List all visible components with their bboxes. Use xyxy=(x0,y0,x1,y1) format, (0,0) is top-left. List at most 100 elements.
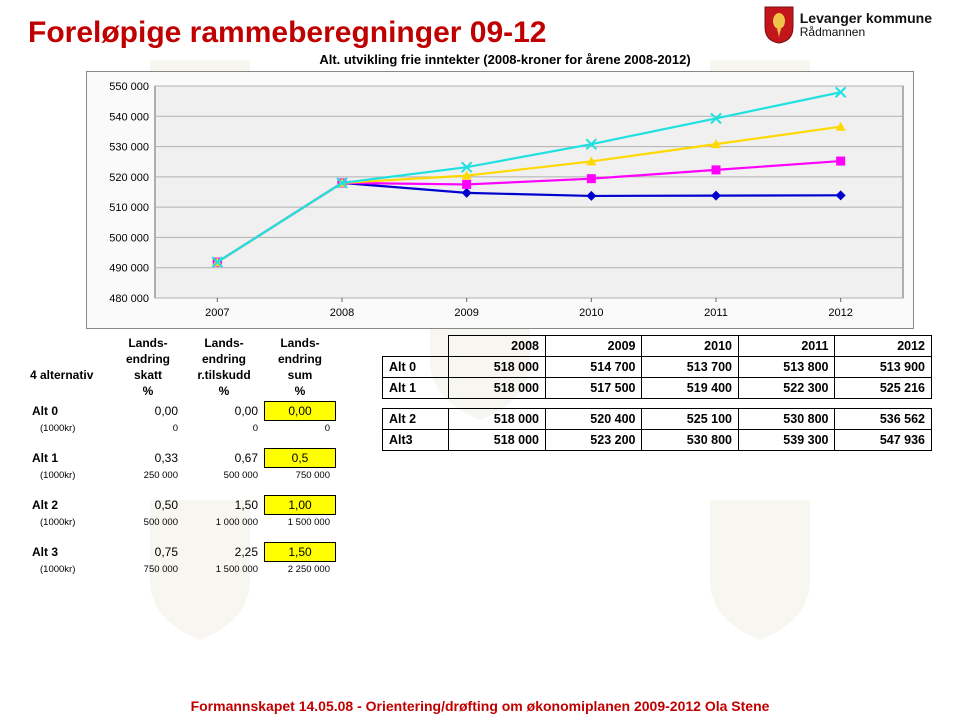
lt-h0: 4 alternativ xyxy=(28,367,112,383)
chart-subtitle: Alt. utvikling frie inntekter (2008-kron… xyxy=(78,52,932,67)
lt-cell: 0,00 xyxy=(184,402,264,420)
rt-cell: 518 000 xyxy=(449,430,546,451)
lt-sub-cell: 1 500 000 xyxy=(184,562,264,577)
lt-cell: 0,33 xyxy=(112,449,184,467)
rt-header: 2009 xyxy=(545,336,642,357)
lt-sum-box: 0,5 xyxy=(264,448,336,468)
rt-cell: 517 500 xyxy=(545,378,642,399)
svg-text:2008: 2008 xyxy=(330,307,354,319)
lt-sub-row: (1000kr)250 000500 000750 000 xyxy=(28,468,368,483)
rt-header: 2008 xyxy=(449,336,546,357)
lt-main-row: Alt 20,501,501,00 xyxy=(28,495,368,515)
rt-cell: 513 700 xyxy=(642,357,739,378)
lt-h1-l3: skatt xyxy=(112,367,184,383)
lt-cell: 0,00 xyxy=(112,402,184,420)
rt-cell: 523 200 xyxy=(545,430,642,451)
chart-container: 480 000490 000500 000510 000520 000530 0… xyxy=(86,71,914,329)
lt-main-row: Alt 30,752,251,50 xyxy=(28,542,368,562)
svg-text:490 000: 490 000 xyxy=(109,263,149,275)
lt-h3-l1: Lands- xyxy=(264,335,336,351)
lt-h1-l2: endring xyxy=(112,351,184,367)
footer-text: Formannskapet 14.05.08 - Orientering/drø… xyxy=(0,698,960,714)
shield-icon xyxy=(764,6,794,44)
svg-text:2007: 2007 xyxy=(205,307,229,319)
lt-sub-cell: 1 000 000 xyxy=(184,515,264,530)
lt-cell: 0,67 xyxy=(184,449,264,467)
lt-sub-cell: 2 250 000 xyxy=(264,562,336,577)
lt-sub-cell: 0 xyxy=(264,421,336,436)
rt-cell: 518 000 xyxy=(449,357,546,378)
lt-sub-cell: 500 000 xyxy=(112,515,184,530)
svg-text:500 000: 500 000 xyxy=(109,232,149,244)
lt-cell: 0,75 xyxy=(112,543,184,561)
rt-cell: 525 100 xyxy=(642,409,739,430)
lt-h3-l3: sum xyxy=(264,367,336,383)
lt-cell: 0,50 xyxy=(112,496,184,514)
lt-h3-l4: % xyxy=(264,383,336,399)
lt-sum-box: 1,00 xyxy=(264,495,336,515)
lt-row-label: Alt 1 xyxy=(28,449,112,467)
rt-cell: 530 800 xyxy=(642,430,739,451)
rt-cell: 522 300 xyxy=(738,378,835,399)
lt-sub-row: (1000kr)500 0001 000 0001 500 000 xyxy=(28,515,368,530)
lt-sum-box: 0,00 xyxy=(264,401,336,421)
lt-h1-l4: % xyxy=(112,383,184,399)
lt-sub-cell: 250 000 xyxy=(112,468,184,483)
rt-cell: 519 400 xyxy=(642,378,739,399)
line-chart: 480 000490 000500 000510 000520 000530 0… xyxy=(95,80,915,320)
rt-cell: 513 800 xyxy=(738,357,835,378)
lt-sub-label: (1000kr) xyxy=(28,517,112,528)
projections-table: 20082009201020112012Alt 0518 000514 7005… xyxy=(382,335,932,577)
lt-sub-cell: 0 xyxy=(184,421,264,436)
lt-sub-cell: 1 500 000 xyxy=(264,515,336,530)
alternatives-table: Lands- Lands- Lands- endring endring end… xyxy=(28,335,368,577)
lt-sub-label: (1000kr) xyxy=(28,564,112,575)
rt-header xyxy=(383,336,449,357)
rt-row-label: Alt 1 xyxy=(383,378,449,399)
rt-cell: 547 936 xyxy=(835,430,932,451)
svg-text:530 000: 530 000 xyxy=(109,142,149,154)
lt-cell: 1,50 xyxy=(184,496,264,514)
svg-text:480 000: 480 000 xyxy=(109,293,149,305)
lt-sub-row: (1000kr)000 xyxy=(28,421,368,436)
rt-cell: 536 562 xyxy=(835,409,932,430)
lt-sub-cell: 500 000 xyxy=(184,468,264,483)
lt-sub-cell: 750 000 xyxy=(112,562,184,577)
svg-text:550 000: 550 000 xyxy=(109,81,149,93)
rt-cell: 530 800 xyxy=(738,409,835,430)
lt-main-row: Alt 10,330,670,5 xyxy=(28,448,368,468)
lt-h1-l1: Lands- xyxy=(112,335,184,351)
rt-cell: 518 000 xyxy=(449,378,546,399)
brand-main: Levanger kommune xyxy=(800,11,932,26)
lt-row-label: Alt 0 xyxy=(28,402,112,420)
rt-cell: 518 000 xyxy=(449,409,546,430)
rt-cell: 539 300 xyxy=(738,430,835,451)
rt-cell: 525 216 xyxy=(835,378,932,399)
rt-header: 2012 xyxy=(835,336,932,357)
svg-text:2009: 2009 xyxy=(454,307,478,319)
brand-block: Levanger kommune Rådmannen xyxy=(764,6,932,44)
svg-text:520 000: 520 000 xyxy=(109,172,149,184)
rt-cell: 520 400 xyxy=(545,409,642,430)
lt-sub-label: (1000kr) xyxy=(28,423,112,434)
rt-header: 2011 xyxy=(738,336,835,357)
lt-sub-row: (1000kr)750 0001 500 0002 250 000 xyxy=(28,562,368,577)
rt-cell: 514 700 xyxy=(545,357,642,378)
rt-row-label: Alt 2 xyxy=(383,409,449,430)
lt-sub-cell: 0 xyxy=(112,421,184,436)
lt-h2-l1: Lands- xyxy=(184,335,264,351)
svg-text:2012: 2012 xyxy=(828,307,852,319)
rt-header: 2010 xyxy=(642,336,739,357)
rt-row-label: Alt 0 xyxy=(383,357,449,378)
lt-h3-l2: endring xyxy=(264,351,336,367)
svg-text:2011: 2011 xyxy=(704,307,728,319)
lt-row-label: Alt 3 xyxy=(28,543,112,561)
rt-row-label: Alt3 xyxy=(383,430,449,451)
lt-sum-box: 1,50 xyxy=(264,542,336,562)
brand-sub: Rådmannen xyxy=(800,26,932,39)
lt-h2-l2: endring xyxy=(184,351,264,367)
lt-sub-cell: 750 000 xyxy=(264,468,336,483)
lt-cell: 2,25 xyxy=(184,543,264,561)
svg-text:2010: 2010 xyxy=(579,307,603,319)
rt-cell: 513 900 xyxy=(835,357,932,378)
